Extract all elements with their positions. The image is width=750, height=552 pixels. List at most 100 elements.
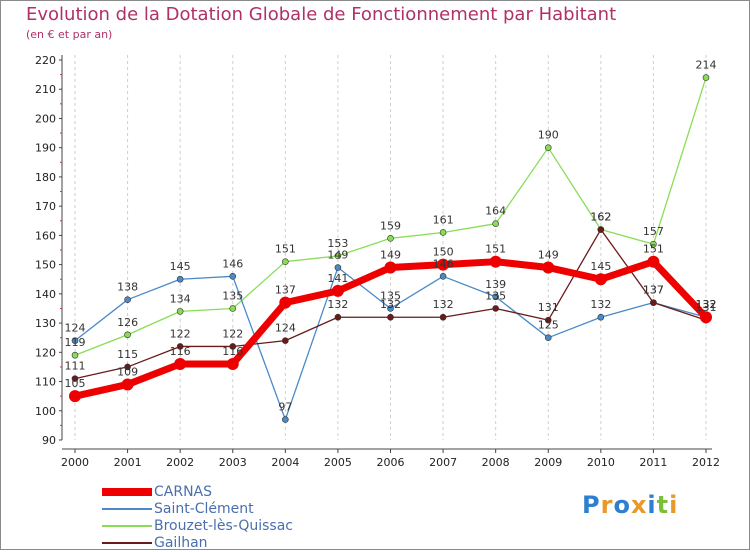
data-point (492, 220, 499, 227)
data-point (544, 334, 552, 341)
data-point (334, 252, 342, 260)
x-tick-label: 2000 (61, 456, 89, 469)
legend-label: Brouzet-lès-Quissac (154, 518, 294, 534)
data-label: 141 (327, 272, 348, 285)
data-label: 122 (170, 327, 191, 340)
data-label: 151 (275, 243, 296, 256)
y-tick-label: 190 (35, 142, 56, 155)
data-point (279, 296, 292, 309)
data-point (176, 343, 184, 350)
data-point (594, 273, 607, 286)
data-label: 139 (485, 278, 506, 291)
legend-swatch (102, 488, 152, 496)
y-tick-label: 110 (35, 376, 56, 389)
data-label: 151 (485, 243, 506, 256)
data-point (387, 235, 394, 242)
data-label: 150 (433, 246, 454, 259)
data-label: 105 (65, 377, 86, 390)
data-label: 137 (643, 284, 664, 297)
data-label: 111 (65, 360, 86, 373)
data-label: 124 (275, 322, 296, 335)
data-point (124, 296, 131, 303)
data-label: 146 (222, 257, 243, 270)
y-tick-label: 120 (35, 346, 56, 359)
x-tick-label: 2003 (219, 456, 247, 469)
data-point (229, 273, 237, 280)
data-label: 125 (538, 319, 559, 332)
data-label: 132 (590, 298, 611, 311)
data-point (647, 255, 660, 268)
data-label: 132 (696, 298, 717, 311)
data-point (331, 284, 344, 297)
data-point (650, 240, 657, 248)
data-point (492, 305, 499, 312)
data-label: 132 (696, 298, 717, 311)
legend-label: Saint-Clément (154, 501, 254, 517)
logo-letter: i (647, 491, 657, 519)
data-point (124, 331, 131, 339)
data-point (702, 74, 710, 81)
y-tick-label: 200 (35, 112, 56, 125)
data-label: 157 (643, 225, 664, 238)
data-point (334, 313, 342, 321)
data-label: 135 (380, 289, 401, 302)
data-label: 135 (222, 289, 243, 302)
y-tick-label: 150 (35, 259, 56, 272)
data-label: 138 (117, 281, 138, 294)
logo-letter: i (669, 491, 679, 519)
data-label: 132 (380, 298, 401, 311)
y-tick-label: 130 (35, 317, 56, 330)
data-label: 97 (278, 401, 292, 414)
data-label: 124 (65, 322, 86, 335)
data-point (544, 144, 552, 151)
data-point (384, 261, 397, 274)
y-tick-label: 140 (35, 288, 56, 301)
data-label: 190 (538, 129, 559, 142)
data-point (174, 358, 187, 370)
data-point (489, 255, 502, 268)
data-label: 149 (538, 249, 559, 262)
x-tick-label: 2006 (377, 456, 405, 469)
data-point (282, 258, 289, 265)
data-point (597, 313, 605, 321)
data-label: 149 (380, 249, 401, 262)
x-tick-label: 2009 (534, 456, 562, 469)
data-point (71, 351, 79, 359)
data-label: 134 (170, 292, 191, 305)
data-label: 131 (696, 301, 717, 314)
logo-letter: x (630, 491, 648, 519)
legend-swatch (102, 525, 152, 527)
data-point (176, 275, 184, 283)
data-label: 132 (327, 298, 348, 311)
legend-swatch (102, 508, 152, 510)
y-tick-label: 160 (35, 229, 56, 242)
data-point (650, 299, 657, 306)
data-label: 161 (433, 213, 454, 226)
data-label: 149 (327, 249, 348, 262)
data-label: 162 (590, 211, 611, 224)
data-point (226, 358, 239, 370)
x-tick-label: 2010 (587, 456, 615, 469)
x-tick-label: 2005 (324, 456, 352, 469)
x-tick-label: 2004 (271, 456, 299, 469)
data-point (492, 293, 499, 301)
data-label: 162 (590, 211, 611, 224)
data-point (700, 311, 712, 324)
data-label: 122 (222, 327, 243, 340)
data-label: 145 (590, 260, 611, 273)
data-point (544, 316, 552, 324)
data-point (71, 375, 79, 382)
data-point (229, 343, 237, 350)
y-tick-label: 210 (35, 83, 56, 96)
data-label: 126 (117, 316, 138, 329)
x-tick-label: 2001 (114, 456, 142, 469)
data-point (439, 229, 447, 236)
data-label: 131 (538, 301, 559, 314)
data-label: 153 (327, 237, 348, 250)
chart-subtitle: (en € et par an) (26, 28, 113, 41)
chart-title: Evolution de la Dotation Globale de Fonc… (26, 4, 617, 25)
y-tick-label: 170 (35, 200, 56, 213)
data-label: 146 (433, 257, 454, 270)
data-label: 137 (275, 284, 296, 297)
logo-letter: P (582, 491, 601, 519)
